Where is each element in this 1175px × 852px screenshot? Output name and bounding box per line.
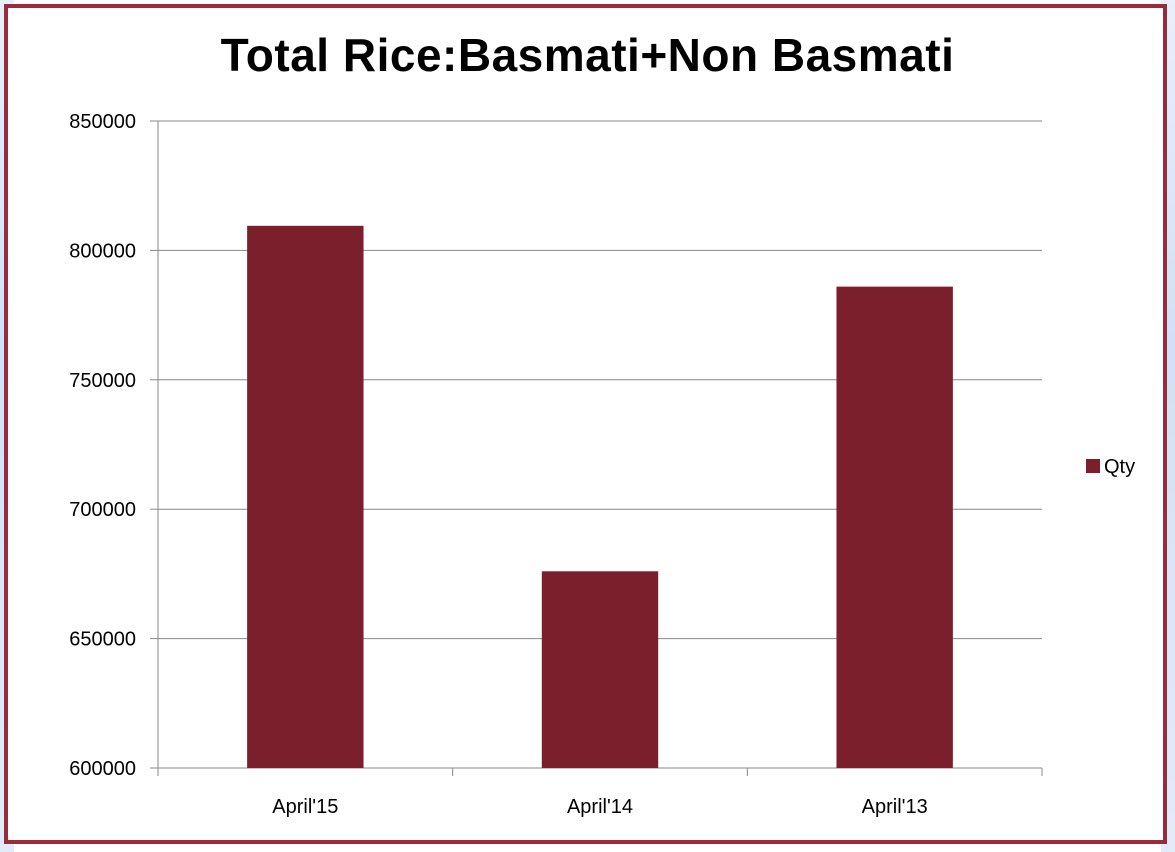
legend: Qty (1086, 456, 1135, 478)
x-tick-label: April'15 (272, 796, 338, 818)
y-tick-label: 600000 (69, 758, 136, 780)
legend-label: Qty (1104, 456, 1135, 478)
bar (247, 225, 364, 769)
bars (247, 225, 953, 769)
bar (836, 286, 953, 768)
y-tick-label: 700000 (69, 499, 136, 521)
legend-swatch (1086, 459, 1100, 473)
x-tick-label: April'14 (567, 796, 633, 818)
chart-title: Total Rice:Basmati+Non Basmati (220, 29, 955, 81)
bar (541, 571, 659, 768)
tick-labels: 600000 650000 700000 750000 800000 850000 Apri… (69, 111, 927, 818)
x-tick-label: April'13 (862, 796, 928, 818)
y-tick-label: 650000 (69, 629, 136, 651)
y-tick-label: 850000 (69, 111, 136, 133)
y-tick-label: 800000 (69, 240, 136, 262)
y-tick-label: 750000 (69, 370, 136, 392)
